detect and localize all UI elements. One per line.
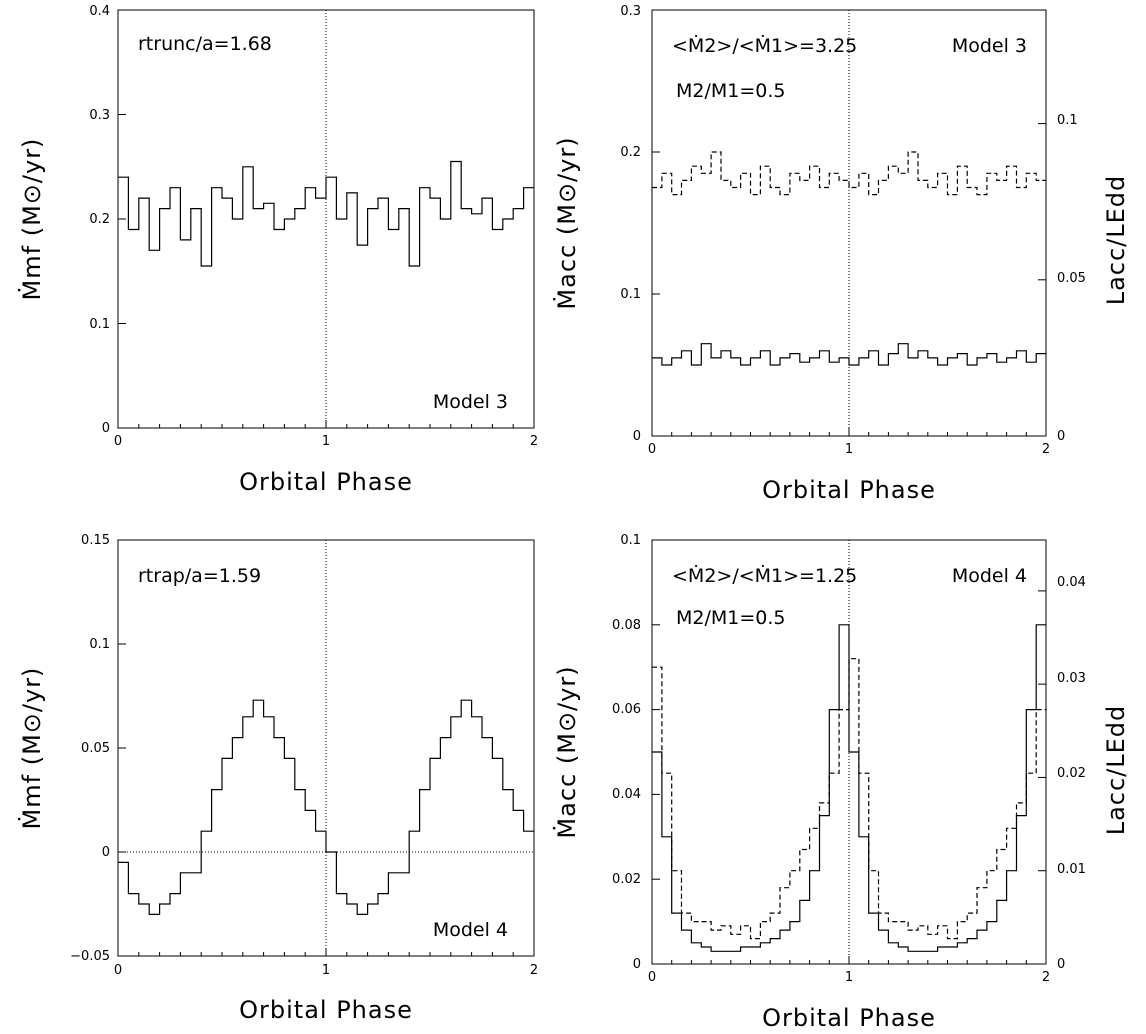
x-tick-label: 2 (530, 434, 538, 449)
x-tick-label: 2 (530, 963, 538, 978)
annotation-model: Model 4 (433, 919, 508, 941)
plot-area-top-right (651, 9, 1047, 437)
plot-frame-bottom-right (651, 539, 1047, 965)
y-tick-label: 0.05 (81, 741, 110, 756)
x-axis-title: Orbital Phase (239, 468, 413, 496)
right-tick-label: 0.1 (1057, 113, 1078, 128)
right-tick-label: 0.04 (1057, 575, 1086, 590)
right-tick-label: 0.02 (1057, 766, 1086, 781)
plot-frame-top-left (117, 9, 535, 429)
y-tick-label: 0.2 (620, 145, 641, 160)
x-tick-label: 2 (1042, 970, 1050, 985)
panel-top-right: 0 0.1 0.2 0.3 0 0.05 0.1 0 1 2 Orbital P… (552, 4, 1130, 504)
y-tick-label: 0 (633, 429, 641, 444)
right-axis-title: Lacc/LEdd (1102, 705, 1130, 836)
plot-area-bottom-left (117, 539, 535, 957)
right-tick-label: 0.03 (1057, 671, 1086, 686)
y-tick-label: 0.2 (89, 212, 110, 227)
x-tick-label: 2 (1042, 442, 1050, 457)
y-tick-label: 0.06 (612, 702, 641, 717)
y-axis-title: Ṁacc (M⊙/yr) (552, 665, 581, 838)
plot-frame-top-right (651, 9, 1047, 437)
annotation-rate-ratio: <Ṁ2>/<Ṁ1>=3.25 (672, 34, 857, 57)
y-axis-title: Ṁmf (M⊙/yr) (17, 138, 46, 301)
panel-bottom-left: −0.05 0 0.05 0.1 0.15 0 1 2 Orbital Phas… (17, 533, 538, 1024)
y-tick-label: 0.1 (89, 317, 110, 332)
y-tick-label: 0.1 (620, 287, 641, 302)
plot-area-top-left (117, 9, 535, 429)
annotation-mass-ratio: M2/M1=0.5 (676, 607, 786, 629)
series-solid (652, 624, 1046, 952)
annotation-rate-ratio: <Ṁ2>/<Ṁ1>=1.25 (672, 564, 857, 587)
right-axis-title: Lacc/LEdd (1102, 175, 1130, 306)
right-tick-label: 0 (1057, 429, 1065, 444)
series-solid (118, 699, 534, 915)
plot-area-bottom-right (651, 539, 1047, 965)
y-tick-label: 0.1 (89, 637, 110, 652)
y-tick-label: 0.08 (612, 618, 641, 633)
annotation-trunc-ratio: rtrunc/a=1.68 (138, 33, 272, 55)
y-tick-label: 0 (102, 421, 110, 436)
x-axis-title: Orbital Phase (239, 996, 413, 1024)
annotation-model: Model 3 (952, 35, 1027, 57)
annotation-mass-ratio: M2/M1=0.5 (676, 80, 786, 102)
x-axis-title: Orbital Phase (762, 476, 936, 504)
series-solid (118, 160, 534, 267)
x-tick-label: 0 (648, 970, 656, 985)
plot-frame-bottom-left (117, 539, 535, 957)
y-tick-label: 0.3 (89, 108, 110, 123)
y-tick-label: 0 (633, 957, 641, 972)
y-tick-label: 0.02 (612, 872, 641, 887)
series-solid (652, 343, 1046, 366)
panel-bottom-right: 0 0.02 0.04 0.06 0.08 0.1 0 0.01 0.02 0.… (552, 533, 1130, 1032)
y-tick-label: 0.4 (89, 4, 110, 19)
y-tick-label: 0.04 (612, 787, 641, 802)
y-tick-label: 0.1 (620, 533, 641, 548)
x-tick-label: 0 (648, 442, 656, 457)
x-tick-label: 1 (322, 434, 330, 449)
y-tick-label: 0 (102, 845, 110, 860)
x-tick-label: 1 (845, 970, 853, 985)
y-axis-title: Ṁacc (M⊙/yr) (552, 136, 581, 309)
right-tick-label: 0 (1057, 957, 1065, 972)
right-tick-label: 0.01 (1057, 862, 1086, 877)
series-dashed (652, 151, 1046, 196)
y-axis-title: Ṁmf (M⊙/yr) (17, 667, 46, 830)
x-axis-title: Orbital Phase (762, 1004, 936, 1032)
annotation-model: Model 4 (952, 565, 1027, 587)
y-tick-label: 0.15 (81, 533, 110, 548)
x-tick-label: 1 (845, 442, 853, 457)
y-tick-label: 0.3 (620, 4, 641, 19)
annotation-model: Model 3 (433, 391, 508, 413)
x-tick-label: 0 (114, 963, 122, 978)
right-tick-label: 0.05 (1057, 271, 1086, 286)
annotation-trap-ratio: rtrap/a=1.59 (138, 565, 261, 587)
x-tick-label: 0 (114, 434, 122, 449)
panel-top-left: 0 0.1 0.2 0.3 0.4 0 1 2 Orbital Phase Ṁm… (17, 4, 538, 496)
y-tick-label: −0.05 (70, 949, 110, 964)
x-tick-label: 1 (322, 963, 330, 978)
